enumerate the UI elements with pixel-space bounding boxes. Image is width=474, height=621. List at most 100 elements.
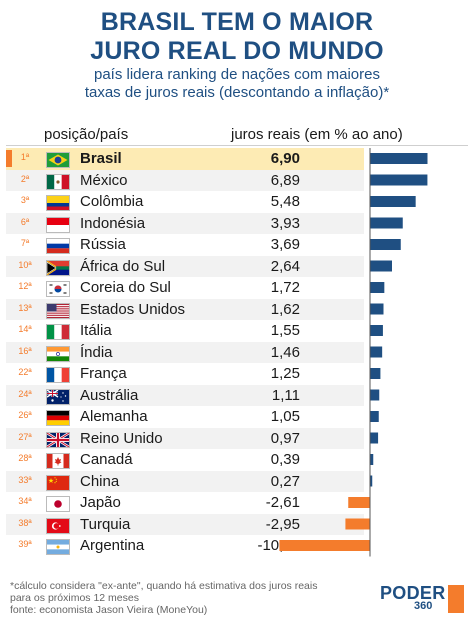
- bar-10: [370, 346, 383, 358]
- bar-15: [370, 454, 374, 465]
- country-name: França: [80, 365, 127, 382]
- table-row: 26ª Alemanha 1,05: [0, 406, 474, 428]
- bar-17: [348, 497, 370, 508]
- bar-19: [279, 540, 370, 551]
- country-name: Austrália: [80, 386, 139, 404]
- row-background: [6, 212, 364, 234]
- bar-6: [370, 260, 392, 272]
- rate-value: 5,48: [270, 193, 300, 210]
- bar-1: [370, 153, 428, 164]
- table-row: 16ª Índia 1,46: [0, 341, 474, 363]
- colombia-flag: [46, 195, 70, 211]
- bar-11: [370, 368, 381, 379]
- bar-5: [370, 239, 401, 250]
- bar-16: [370, 475, 373, 487]
- row-background: [6, 148, 364, 170]
- germany-flag: [46, 410, 70, 426]
- italy-flag: [46, 324, 70, 340]
- logo-mark-icon: [448, 585, 464, 613]
- poder360-logo: PODER 360: [380, 583, 466, 617]
- country-name: Canadá: [80, 451, 133, 468]
- rank-label: 1ª: [20, 152, 30, 162]
- rank-label: 3ª: [20, 195, 30, 205]
- usa-flag: [46, 302, 70, 319]
- country-name: África do Sul: [80, 257, 166, 275]
- table-row: 6ª Indonésia 3,93: [0, 212, 474, 234]
- footnote-line-2: para os próximos 12 meses: [10, 592, 139, 604]
- row-background: [6, 298, 364, 320]
- chart-title: BRASIL TEM O MAIOR JURO REAL DO MUNDO: [0, 8, 474, 66]
- india-flag: [46, 345, 70, 362]
- turkey-flag: [46, 517, 70, 534]
- logo-text: PODER: [380, 583, 446, 603]
- table-row: 14ª Itália 1,55: [0, 320, 474, 342]
- rate-value: 0,97: [270, 429, 300, 447]
- table-row: 38ª Turquia -2,95: [0, 513, 474, 535]
- row-background: [6, 234, 364, 256]
- row-background: [6, 513, 364, 535]
- rate-value: 0,39: [270, 451, 300, 468]
- country-name: Brasil: [80, 150, 122, 167]
- country-name: Rússia: [80, 236, 126, 253]
- row-background: [6, 384, 364, 406]
- subtitle-line-1: país lidera ranking de nações com maiore…: [94, 66, 380, 83]
- rank-label: 6ª: [20, 216, 30, 227]
- row-background: [6, 320, 364, 342]
- rank-label: 27ª: [18, 431, 32, 442]
- column-header-value: juros reais (em % ao ano): [231, 126, 403, 143]
- row-background: [6, 427, 364, 449]
- rank-label: 7ª: [20, 238, 30, 248]
- rate-value: 1,25: [270, 365, 300, 382]
- rate-value: 6,90: [270, 150, 300, 167]
- bar-13: [370, 411, 379, 422]
- country-name: Japão: [80, 494, 121, 511]
- row-background: [6, 277, 364, 299]
- indonesia-flag: [46, 216, 70, 233]
- bar-14: [370, 432, 379, 444]
- chart-subtitle: país lidera ranking de nações com maiore…: [0, 66, 474, 102]
- rank-label: 28ª: [18, 453, 32, 463]
- rate-value: -2,95: [265, 515, 300, 533]
- row-background: [6, 470, 364, 492]
- bar-2: [370, 174, 428, 186]
- table-row: 13ª Estados Unidos 1,62: [0, 298, 474, 320]
- row-background: [6, 341, 364, 363]
- rate-value: 3,93: [270, 214, 300, 232]
- row-background: [6, 492, 364, 514]
- country-name: México: [80, 171, 128, 189]
- table-row: 24ª Austrália 1,11: [0, 384, 474, 406]
- row-background: [6, 535, 364, 557]
- rank-label: 22ª: [18, 367, 32, 377]
- country-name: Turquia: [80, 515, 131, 533]
- canada-flag: [46, 453, 70, 469]
- bar-9: [370, 325, 383, 336]
- table-row: 1ª Brasil 6,90: [0, 148, 474, 170]
- rate-value: 1,11: [271, 386, 300, 404]
- title-line-2: JURO REAL DO MUNDO: [90, 37, 384, 65]
- bar-8: [370, 303, 384, 315]
- row-background: [6, 406, 364, 428]
- rank-label: 10ª: [18, 259, 32, 270]
- row-background: [6, 449, 364, 471]
- rank-label: 13ª: [18, 302, 32, 313]
- rate-value: 2,64: [270, 257, 300, 275]
- rate-value: 3,69: [270, 236, 300, 253]
- header-divider: [6, 145, 468, 146]
- country-name: Colômbia: [80, 193, 144, 210]
- rank-label: 12ª: [18, 281, 32, 291]
- rate-value: 6,89: [270, 171, 300, 189]
- table-row: 34ª Japão -2,61: [0, 492, 474, 514]
- uk-flag: [46, 431, 70, 448]
- russia-flag: [46, 238, 70, 254]
- rate-value: 1,46: [270, 343, 300, 361]
- rank-label: 14ª: [18, 324, 32, 334]
- rate-value: 0,27: [270, 472, 300, 490]
- country-name: Indonésia: [80, 214, 146, 232]
- argentina-flag: [46, 539, 70, 555]
- rate-value: -2,61: [265, 494, 300, 511]
- rank-label: 2ª: [20, 173, 30, 184]
- bar-3: [370, 196, 416, 207]
- rank-label: 38ª: [18, 517, 32, 528]
- bar-12: [370, 389, 380, 401]
